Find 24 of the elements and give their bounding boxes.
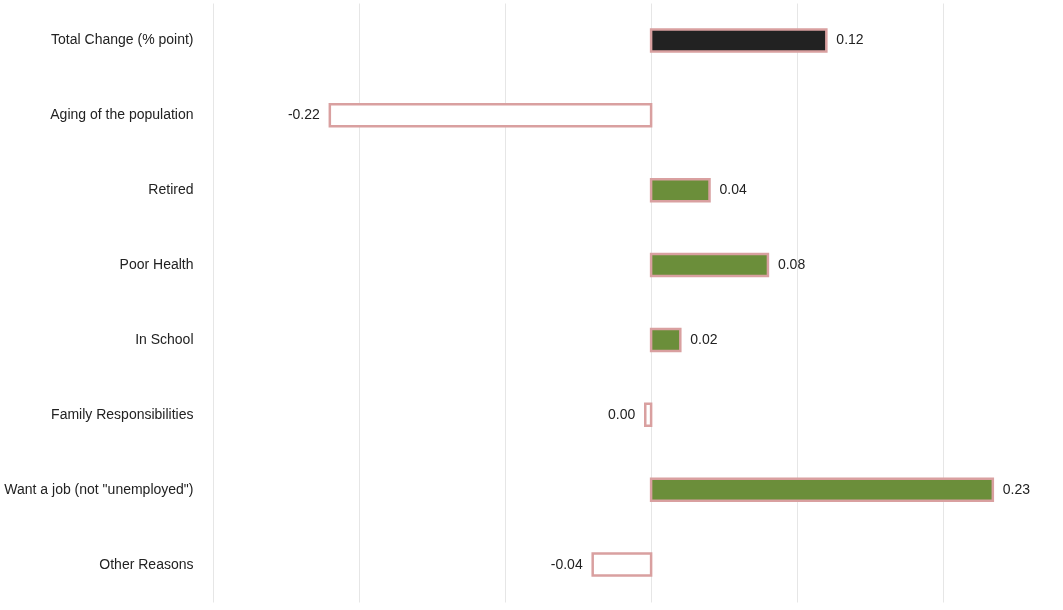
data-label: 0.08 xyxy=(777,256,806,273)
bar xyxy=(649,327,682,353)
bar xyxy=(591,552,653,577)
bar xyxy=(649,177,711,203)
y-tick-label: Want a job (not "unemployed") xyxy=(4,480,194,497)
bar xyxy=(649,28,828,53)
y-tick-label: In School xyxy=(135,330,194,347)
bar xyxy=(644,402,653,428)
data-label: 0.12 xyxy=(836,31,864,48)
bar xyxy=(649,252,770,278)
data-label: 0.23 xyxy=(1002,480,1031,497)
y-tick-label: Poor Health xyxy=(119,256,194,273)
y-tick-label: Family Responsibilities xyxy=(51,405,194,422)
data-label: 0.00 xyxy=(608,405,636,422)
data-label: -0.22 xyxy=(287,106,321,123)
y-tick-label: Total Change (% point) xyxy=(51,31,194,48)
y-tick-label: Other Reasons xyxy=(99,555,194,572)
data-label: 0.04 xyxy=(719,181,747,198)
data-label: 0.02 xyxy=(690,330,718,347)
bar xyxy=(328,103,653,128)
data-label: -0.04 xyxy=(550,555,583,572)
bar xyxy=(649,477,995,502)
y-tick-label: Aging of the population xyxy=(50,106,194,123)
y-tick-label: Retired xyxy=(148,181,194,198)
